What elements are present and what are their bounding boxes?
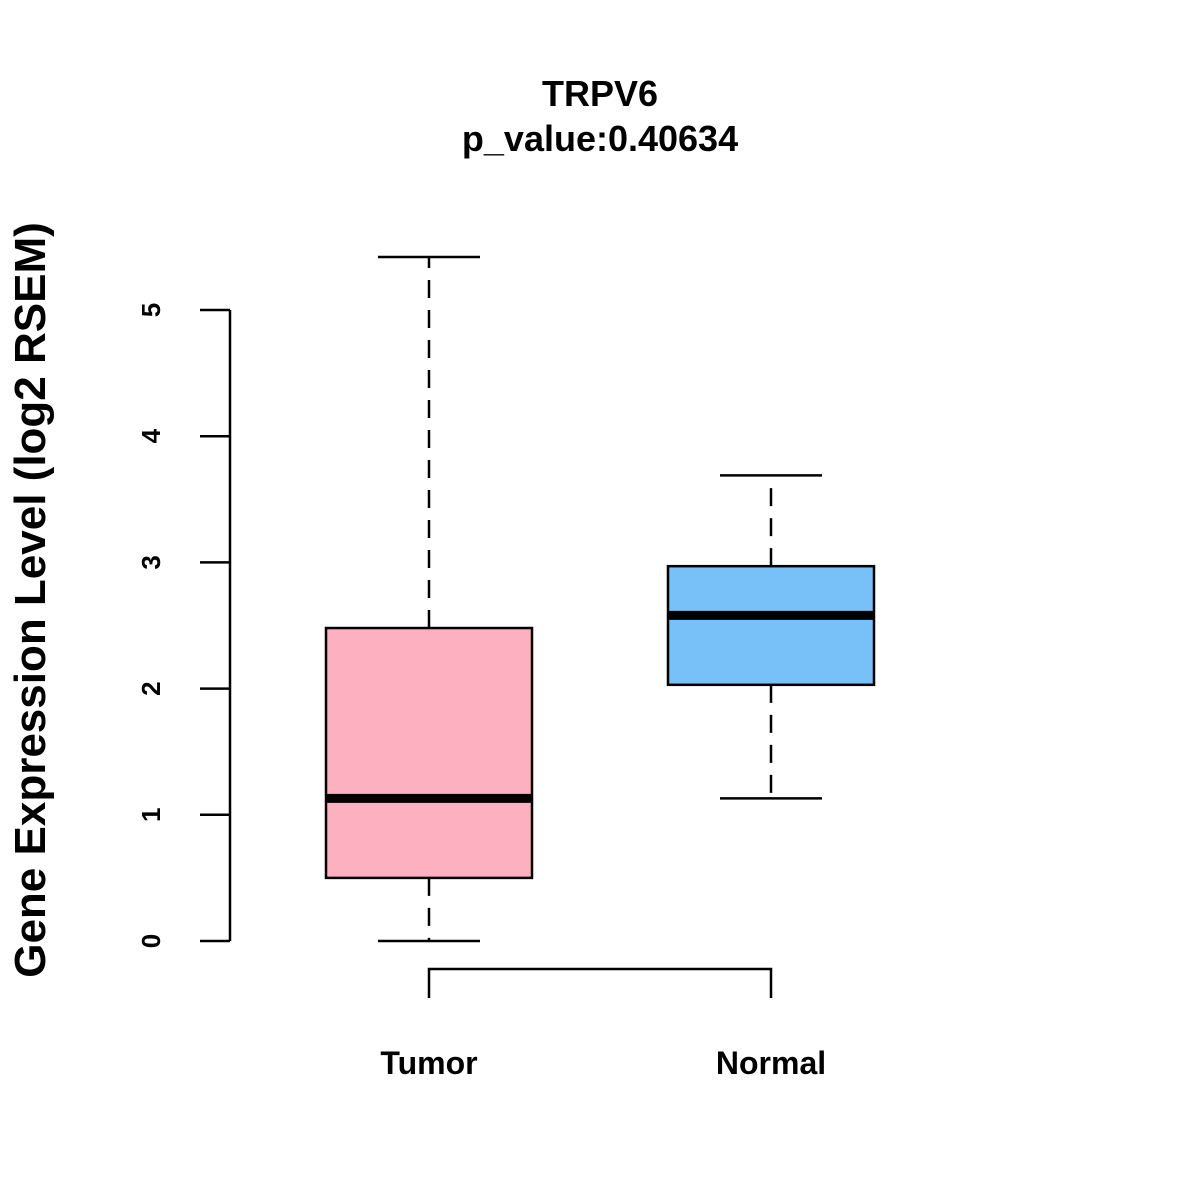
bracket-line	[427, 967, 773, 998]
y-tick-label: 1	[136, 808, 166, 822]
iqr-box	[324, 626, 534, 880]
iqr-box	[666, 564, 876, 687]
boxes	[324, 255, 876, 943]
y-tick-label: 2	[136, 681, 166, 695]
y-tick-label: 3	[136, 555, 166, 569]
chart-title: TRPV6	[542, 73, 658, 114]
comparison-bracket	[427, 967, 773, 998]
y-tick-label: 4	[136, 428, 166, 443]
chart-subtitle: p_value:0.40634	[462, 118, 738, 159]
y-tick-label: 5	[136, 303, 166, 317]
box-normal	[666, 474, 876, 800]
y-tick-label: 0	[136, 934, 166, 948]
y-axis: 0 1 2 3 4 5	[136, 303, 232, 948]
x-label-tumor: Tumor	[380, 1045, 477, 1081]
x-axis-labels: Tumor Normal	[380, 1045, 826, 1081]
x-label-normal: Normal	[716, 1045, 826, 1081]
box-tumor	[324, 255, 534, 943]
y-axis-label: Gene Expression Level (log2 RSEM)	[6, 222, 55, 978]
